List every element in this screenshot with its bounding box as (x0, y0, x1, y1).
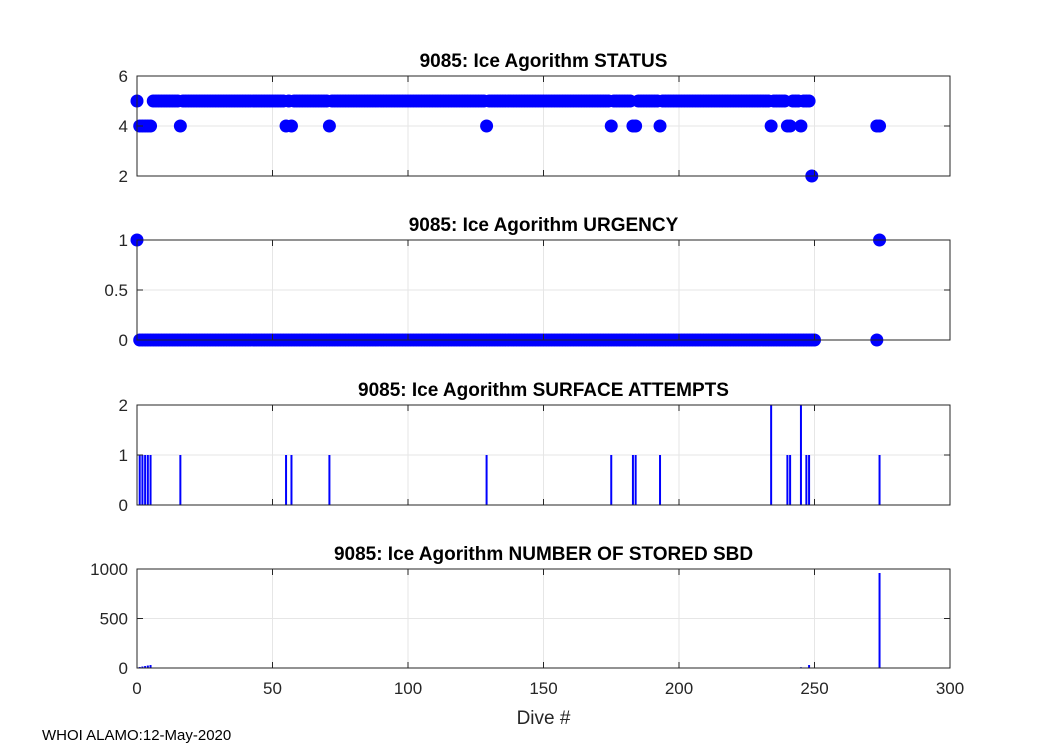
data-point (604, 119, 618, 133)
y-tick-label: 0 (119, 331, 128, 350)
subplot-title: 9085: Ice Agorithm URGENCY (409, 215, 679, 236)
x-tick-label: 250 (800, 679, 828, 698)
y-tick-label: 0 (119, 496, 128, 515)
data-point (653, 119, 667, 133)
y-tick-label: 2 (119, 167, 128, 186)
y-tick-label: 0 (119, 659, 128, 678)
subplot-title: 9085: Ice Agorithm NUMBER OF STORED SBD (334, 544, 753, 565)
subplot-2: 0 0.5 1 9085: Ice Agorithm URGENCY (104, 215, 951, 350)
y-tick-label: 500 (100, 610, 128, 629)
subplot-3: 0 1 2 9085: Ice Agorithm SURFACE ATTEMPTS (119, 380, 951, 515)
y-tick-label: 0.5 (104, 281, 128, 300)
data-point (480, 119, 494, 133)
footer-stamp: WHOI ALAMO:12-May-2020 (42, 727, 232, 744)
y-tick-label: 2 (119, 396, 128, 415)
data-point (284, 119, 298, 133)
subplot-1: 2 4 6 9085: Ice Agorithm STATUS (119, 51, 951, 186)
data-point (764, 119, 778, 133)
x-tick-label: 100 (394, 679, 422, 698)
y-tick-label: 1 (119, 446, 128, 465)
y-tick-label: 1000 (90, 560, 128, 579)
data-point (322, 119, 336, 133)
data-point (783, 119, 797, 133)
data-point (173, 119, 187, 133)
data-point (144, 119, 158, 133)
y-tick-label: 1 (119, 231, 128, 250)
y-tick-label: 6 (119, 67, 128, 86)
x-tick-label: 150 (529, 679, 557, 698)
x-tick-label: 300 (936, 679, 964, 698)
data-point (802, 94, 816, 108)
data-point (629, 119, 643, 133)
x-tick-label: 0 (132, 679, 141, 698)
x-tick-label: 200 (665, 679, 693, 698)
data-point (873, 119, 887, 133)
x-tick-label: 50 (263, 679, 282, 698)
subplot-title: 9085: Ice Agorithm SURFACE ATTEMPTS (358, 380, 729, 401)
subplot-title: 9085: Ice Agorithm STATUS (420, 51, 668, 72)
y-tick-label: 4 (119, 117, 128, 136)
data-point (794, 119, 808, 133)
x-axis-label: Dive # (517, 708, 571, 729)
